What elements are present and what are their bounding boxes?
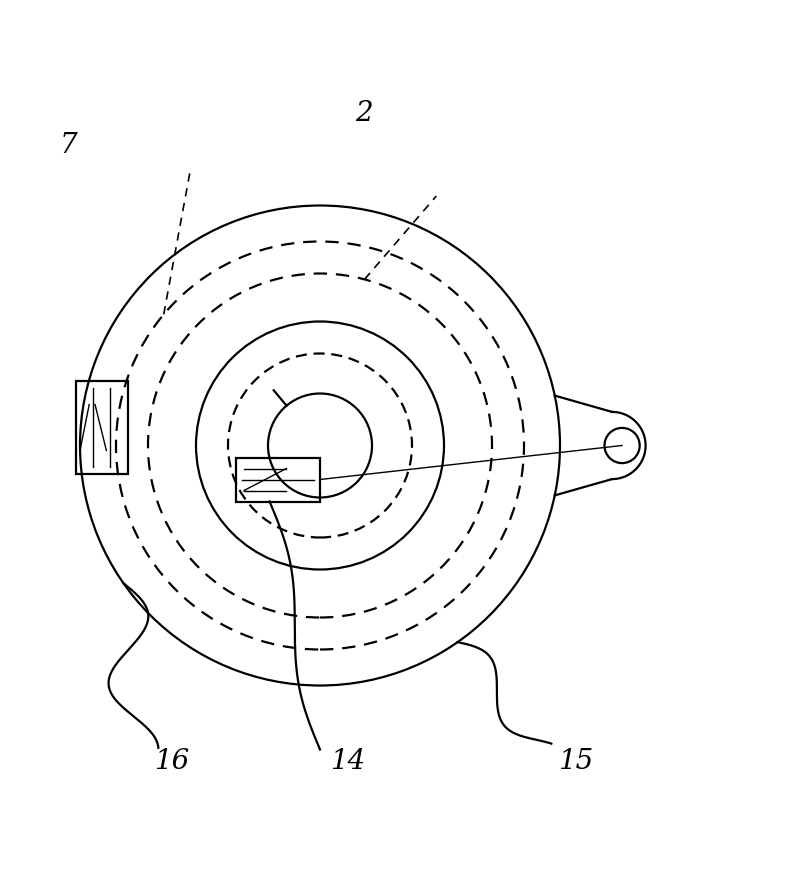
Bar — [236, 457, 320, 502]
Text: 14: 14 — [330, 748, 366, 775]
Text: 16: 16 — [154, 748, 190, 775]
Text: 7: 7 — [59, 132, 77, 159]
Bar — [76, 381, 128, 473]
Text: 15: 15 — [558, 748, 594, 775]
Text: 2: 2 — [355, 100, 373, 127]
